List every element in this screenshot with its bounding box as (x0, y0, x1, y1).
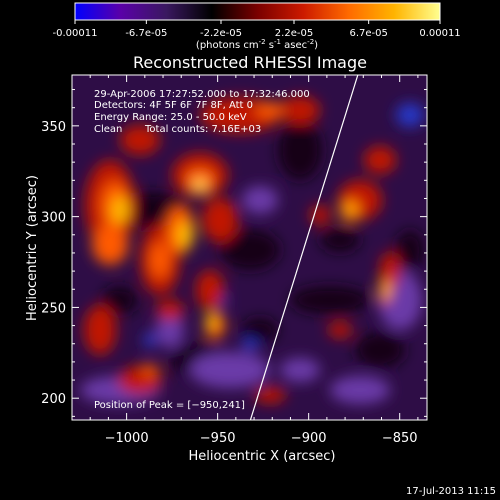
x-tick-label: −1000 (105, 431, 149, 446)
chart-title: Reconstructed RHESSI Image (133, 53, 367, 72)
annotation-total-counts: Total counts: 7.16E+03 (144, 124, 261, 135)
colorbar-units-mid2: asec (281, 40, 307, 51)
heatmap-blob (278, 120, 322, 180)
heatmap-blob (150, 242, 170, 278)
heatmap-blob (92, 225, 128, 265)
annotation-time-range: 29-Apr-2006 17:27:52.000 to 17:32:46.000 (94, 89, 310, 100)
colorbar-tick-label: -0.00011 (53, 28, 98, 39)
colorbar-units-prefix: (photons cm (196, 40, 259, 51)
heatmap-blob (290, 286, 370, 314)
heatmap-blob (344, 204, 356, 216)
colorbar: -0.00011 -6.7e-05 -2.2e-05 2.2e-05 6.7e-05 0.… (53, 2, 461, 51)
heatmap-blob (220, 230, 280, 270)
solar-limb-line (249, 75, 359, 420)
heatmap-blob (330, 376, 390, 404)
heatmap-blob (396, 230, 424, 270)
heatmap-blob (177, 221, 193, 249)
heatmap-blob (381, 282, 389, 298)
colorbar-tick-label: 0.00011 (419, 28, 460, 39)
heatmap-blob (242, 186, 278, 214)
colorbar-units: (photons cm-2 s-1 asec-2) (196, 38, 318, 51)
y-tick-label: 300 (41, 211, 66, 226)
heatmap-blob (120, 125, 160, 155)
colorbar-units-sup2: -1 (274, 38, 281, 46)
heatmap-blob (280, 358, 320, 382)
plot-area: −1000 −950 −900 −850 200 250 300 350 (41, 74, 428, 446)
heatmap-blob (206, 314, 218, 330)
annotation-detectors: Detectors: 4F 5F 6F 7F 8F, Att 0 (94, 100, 253, 111)
heatmap-blob (156, 312, 184, 348)
heatmap-blob (256, 102, 284, 118)
heatmap-blob (396, 103, 424, 127)
heatmap-blob (320, 228, 360, 252)
plot-frame (71, 74, 428, 421)
heatmap-blob (190, 352, 270, 388)
heatmap-blob (84, 305, 116, 355)
colorbar-units-sup3: -2 (307, 38, 314, 46)
colorbar-tick-label: 6.7e-05 (349, 28, 387, 39)
annotation-method: Clean (94, 124, 122, 135)
footer-timestamp: 17-Jul-2013 11:15 (406, 486, 496, 497)
y-axis-label: Heliocentric Y (arcsec) (25, 175, 40, 321)
colorbar-tick-label: -6.7e-05 (125, 28, 167, 39)
heatmap-blob (102, 286, 138, 314)
annotation-energy-range: Energy Range: 25.0 - 50.0 keV (94, 112, 247, 123)
heatmap-blob (156, 300, 184, 320)
x-tick-label: −850 (382, 431, 418, 446)
colorbar-units-suffix: ) (314, 40, 318, 51)
heatmap-blob (254, 387, 286, 403)
annotations: 29-Apr-2006 17:27:52.000 to 17:32:46.000… (94, 89, 310, 411)
heatmap-blob (142, 364, 158, 376)
y-tick-label: 250 (41, 301, 66, 316)
x-axis-label: Heliocentric X (arcsec) (189, 449, 336, 464)
heatmap-blob (202, 198, 238, 242)
axis-ticks: −1000 −950 −900 −850 200 250 300 350 (41, 75, 427, 446)
heatmap-blob (328, 322, 352, 338)
annotation-peak-position: Position of Peak = [−950,241] (94, 400, 245, 411)
heatmap-blob (112, 196, 128, 224)
colorbar-tick-label: -2.2e-05 (200, 28, 242, 39)
y-tick-label: 200 (41, 392, 66, 407)
colorbar-tick-label: 2.2e-05 (275, 28, 313, 39)
colorbar-units-sup1: -2 (259, 38, 266, 46)
heatmap-blob (310, 205, 330, 225)
heatmap-blob (242, 318, 278, 342)
x-tick-label: −900 (291, 431, 327, 446)
heatmap-blob (280, 96, 320, 124)
heatmap-blob (242, 339, 258, 351)
colorbar-gradient (75, 3, 440, 20)
x-tick-label: −950 (200, 431, 236, 446)
colorbar-ticks: -0.00011 -6.7e-05 -2.2e-05 2.2e-05 6.7e-05 0.… (53, 20, 461, 39)
heatmap-blob (355, 332, 405, 368)
colorbar-frame (74, 2, 441, 21)
y-tick-label: 350 (41, 120, 66, 135)
heatmap-blob (196, 270, 224, 310)
colorbar-units-mid: s (266, 40, 274, 51)
heatmap-blob (194, 179, 206, 191)
heatmap-blob (364, 146, 396, 174)
heatmap-image (80, 96, 424, 404)
heatmap-blob (144, 332, 156, 348)
